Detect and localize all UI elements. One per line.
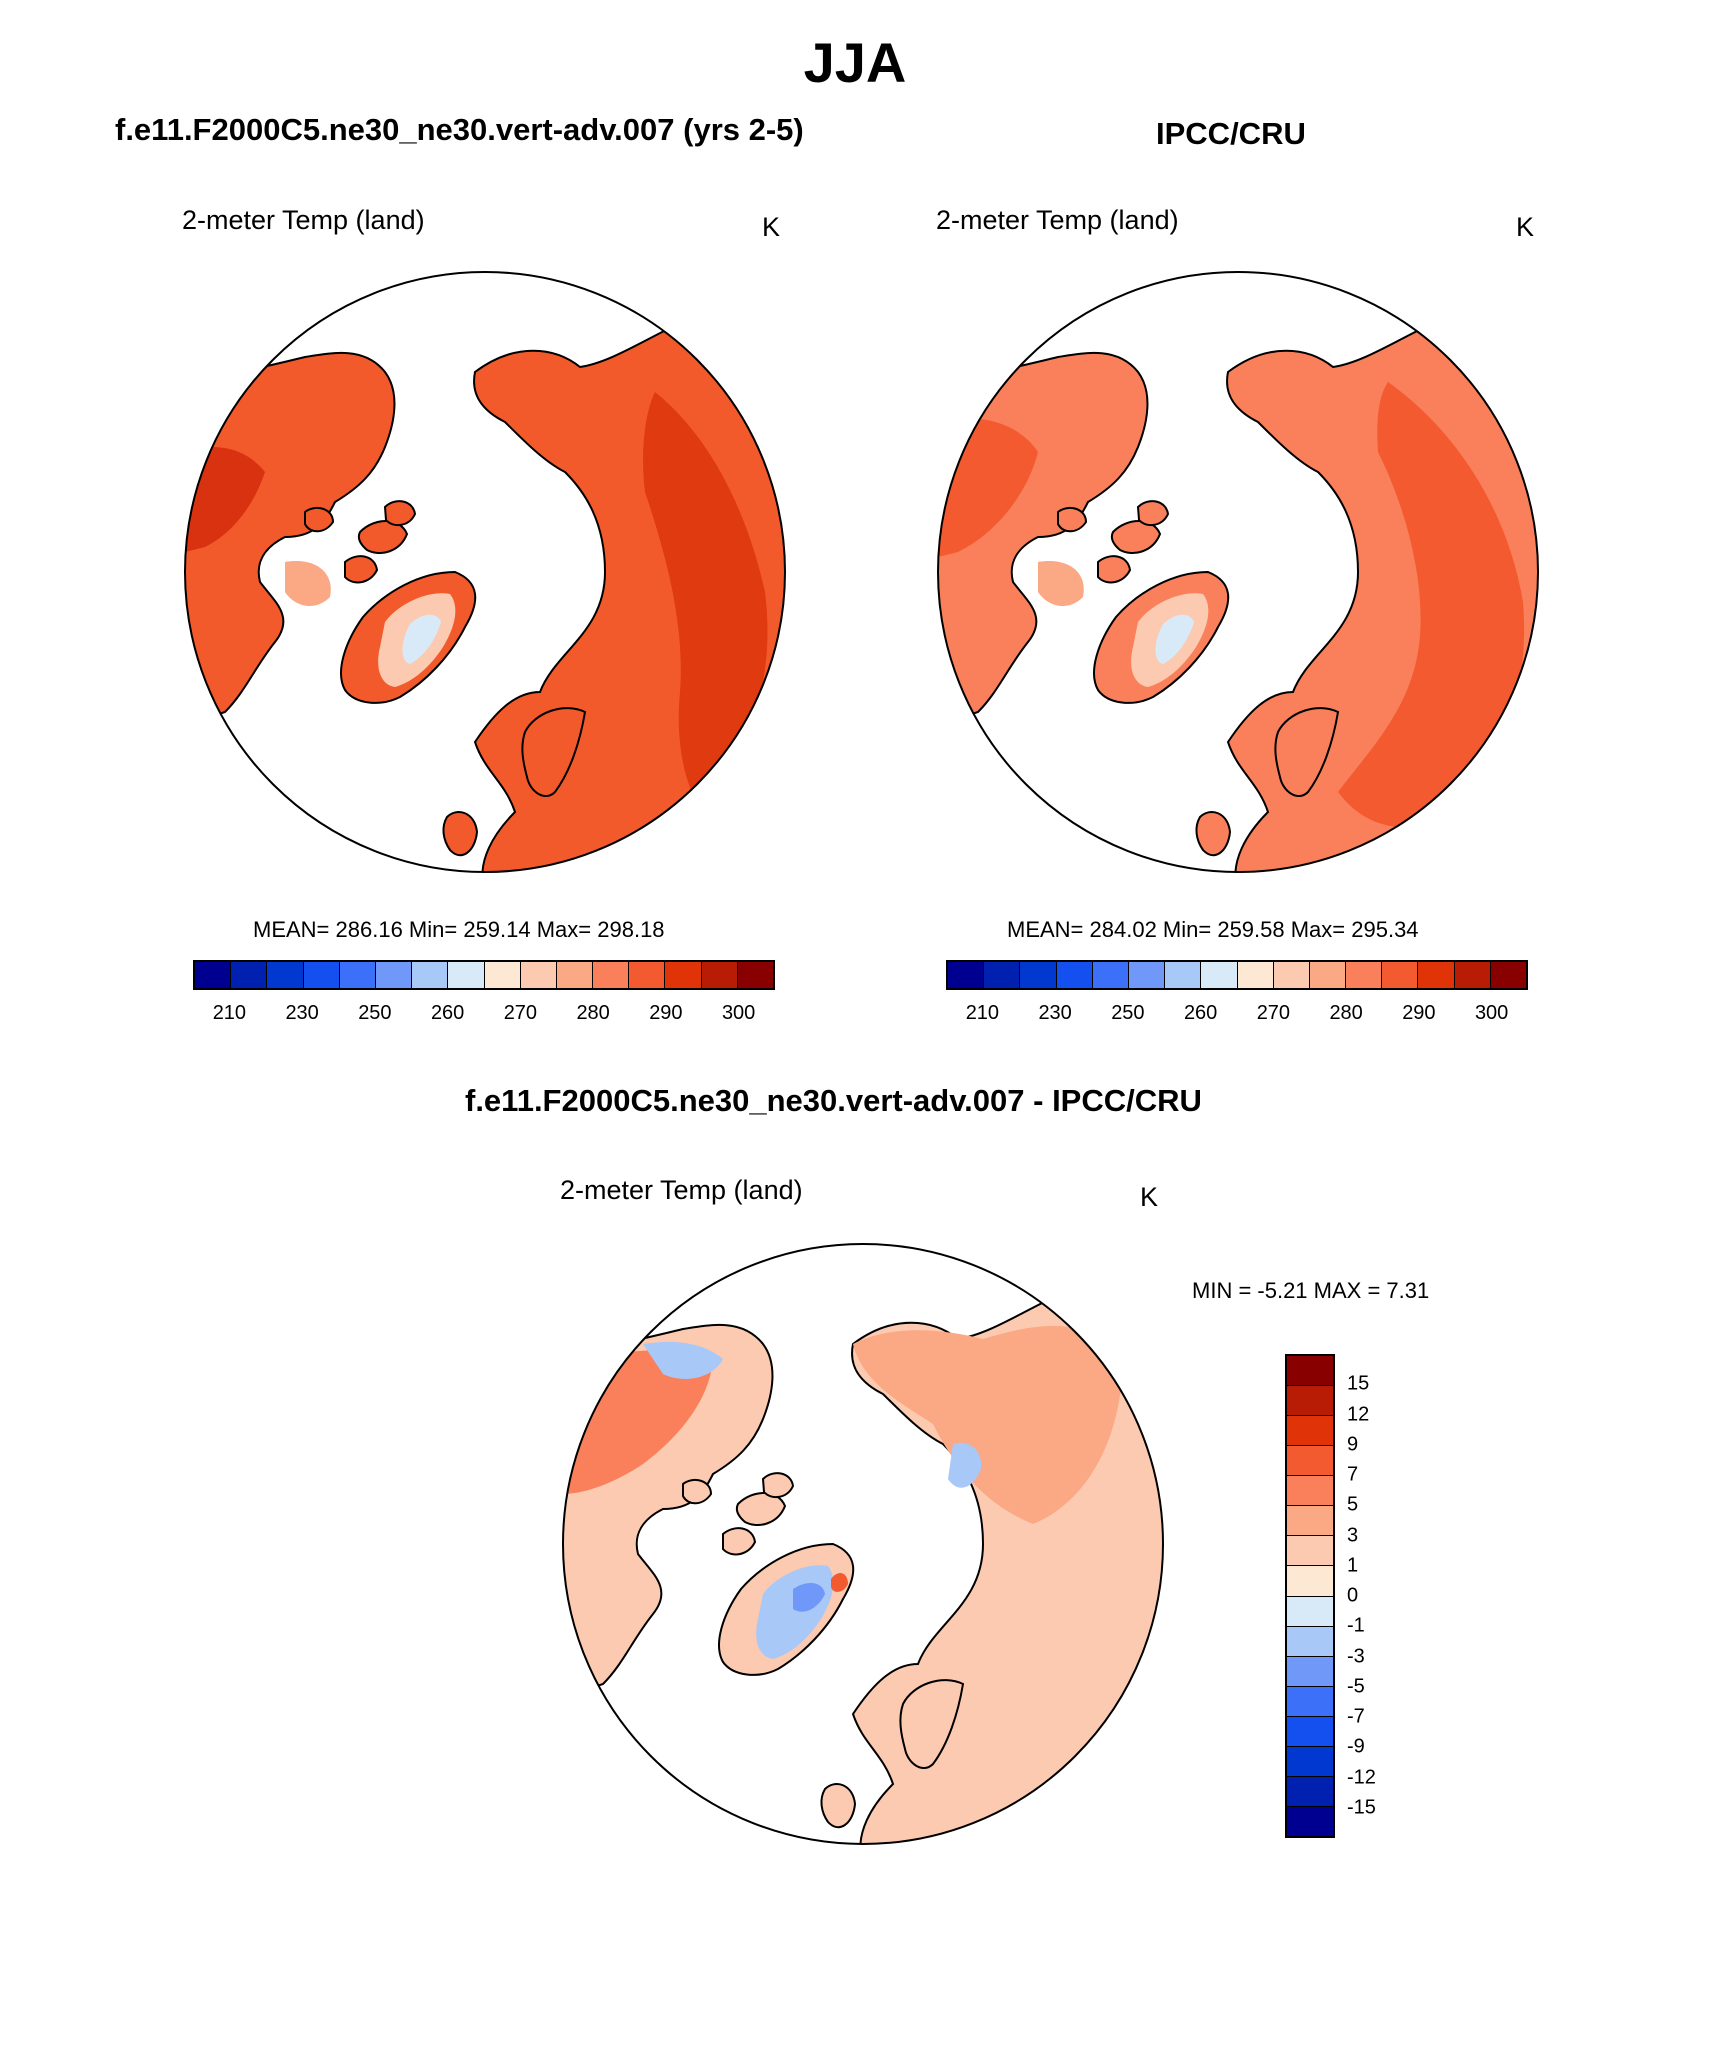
- diff-colorbar: [1285, 1354, 1335, 1838]
- colorbar-tick-label: 9: [1347, 1433, 1359, 1456]
- colorbar-swatch: [375, 962, 413, 988]
- colorbar-tick-label: 260: [430, 1002, 465, 1024]
- colorbar-tick-label: 260: [1183, 1002, 1218, 1024]
- colorbar-swatch: [1056, 962, 1093, 988]
- colorbar-swatch: [1237, 962, 1274, 988]
- colorbar-swatch: [1382, 962, 1419, 988]
- colorbar-swatch: [1287, 1536, 1333, 1567]
- colorbar-swatch: [1287, 1506, 1333, 1537]
- colorbar-swatch: [1287, 1596, 1333, 1627]
- colorbar-swatch: [948, 962, 985, 988]
- colorbar-swatch: [1201, 962, 1238, 988]
- colorbar-swatch: [984, 962, 1021, 988]
- colorbar-tick-label: 250: [358, 1002, 392, 1024]
- colorbar-swatch: [195, 962, 232, 988]
- colorbar-swatch: [1287, 1686, 1333, 1717]
- colorbar-tick-label: -9: [1347, 1735, 1365, 1758]
- model-units-label: K: [762, 212, 781, 242]
- colorbar-swatch: [629, 962, 666, 988]
- obs-units-label: K: [1516, 212, 1535, 242]
- colorbar-swatch: [1273, 962, 1310, 988]
- diff-variable-label: 2-meter Temp (land): [560, 1175, 803, 1205]
- colorbar-swatch: [1287, 1386, 1333, 1417]
- model-variable-label: 2-meter Temp (land): [182, 205, 425, 235]
- colorbar-tick-label: 15: [1347, 1372, 1370, 1395]
- obs-variable-label: 2-meter Temp (land): [936, 205, 1179, 235]
- colorbar-swatch: [737, 962, 773, 988]
- colorbar-tick-label: 1: [1347, 1554, 1359, 1577]
- colorbar-tick-label: 280: [576, 1002, 610, 1024]
- obs-colorbar: [946, 960, 1528, 990]
- colorbar-swatch: [1287, 1476, 1333, 1507]
- colorbar-swatch: [1418, 962, 1455, 988]
- colorbar-tick-label: -5: [1347, 1675, 1365, 1698]
- colorbar-swatch: [1287, 1446, 1333, 1477]
- colorbar-tick-label: 270: [1256, 1002, 1291, 1024]
- colorbar-tick-label: -3: [1347, 1645, 1365, 1667]
- colorbar-swatch: [593, 962, 630, 988]
- colorbar-swatch: [1287, 1656, 1333, 1687]
- colorbar-tick-label: 210: [965, 1002, 1000, 1024]
- colorbar-swatch: [520, 962, 557, 988]
- colorbar-swatch: [1454, 962, 1491, 988]
- obs-stats: MEAN= 284.02 Min= 259.58 Max= 295.34: [1007, 917, 1419, 942]
- colorbar-tick-label: 0: [1347, 1584, 1359, 1607]
- colorbar-swatch: [1020, 962, 1057, 988]
- colorbar-tick-label: -12: [1347, 1766, 1376, 1788]
- colorbar-swatch: [339, 962, 376, 988]
- colorbar-swatch: [556, 962, 594, 988]
- colorbar-swatch: [701, 962, 738, 988]
- colorbar-tick-label: -15: [1347, 1796, 1376, 1819]
- colorbar-swatch: [1287, 1716, 1333, 1747]
- colorbar-swatch: [231, 962, 268, 988]
- colorbar-tick-label: 210: [212, 1002, 247, 1024]
- obs-panel-title: IPCC/CRU: [1156, 116, 1306, 151]
- colorbar-swatch: [1490, 962, 1526, 988]
- colorbar-tick-label: -1: [1347, 1614, 1365, 1637]
- colorbar-swatch: [665, 962, 702, 988]
- colorbar-tick-label: -7: [1347, 1705, 1365, 1728]
- colorbar-swatch: [1092, 962, 1129, 988]
- model-stats: MEAN= 286.16 Min= 259.14 Max= 298.18: [253, 917, 665, 942]
- colorbar-swatch: [303, 962, 340, 988]
- colorbar-swatch: [484, 962, 521, 988]
- colorbar-tick-label: 270: [503, 1002, 538, 1024]
- colorbar-tick-label: 290: [1402, 1002, 1436, 1024]
- model-polar-map: [184, 271, 786, 873]
- colorbar-swatch: [1287, 1746, 1333, 1777]
- colorbar-tick-label: 3: [1347, 1524, 1359, 1546]
- colorbar-tick-label: 300: [1474, 1002, 1509, 1024]
- colorbar-swatch: [1287, 1626, 1333, 1657]
- colorbar-tick-label: 300: [721, 1002, 756, 1024]
- model-panel-title: f.e11.F2000C5.ne30_ne30.vert-adv.007 (yr…: [115, 112, 804, 147]
- colorbar-swatch: [1309, 962, 1347, 988]
- colorbar-tick-label: 12: [1347, 1403, 1370, 1425]
- colorbar-swatch: [1287, 1356, 1333, 1387]
- colorbar-swatch: [1128, 962, 1166, 988]
- diff-polar-map: [562, 1243, 1164, 1845]
- colorbar-tick-label: 290: [649, 1002, 683, 1024]
- colorbar-swatch: [1287, 1776, 1333, 1807]
- colorbar-tick-label: 7: [1347, 1463, 1359, 1486]
- diff-units-label: K: [1140, 1182, 1159, 1212]
- colorbar-tick-label: 230: [1038, 1002, 1072, 1024]
- colorbar-swatch: [1165, 962, 1202, 988]
- colorbar-swatch: [1287, 1566, 1333, 1597]
- diff-panel-title: f.e11.F2000C5.ne30_ne30.vert-adv.007 - I…: [465, 1083, 1202, 1118]
- colorbar-tick-label: 250: [1111, 1002, 1145, 1024]
- colorbar-swatch: [267, 962, 304, 988]
- colorbar-swatch: [1287, 1416, 1333, 1447]
- colorbar-tick-label: 280: [1329, 1002, 1363, 1024]
- colorbar-swatch: [412, 962, 449, 988]
- model-colorbar: [193, 960, 775, 990]
- colorbar-swatch: [1287, 1806, 1333, 1836]
- colorbar-swatch: [1346, 962, 1383, 988]
- colorbar-tick-label: 5: [1347, 1493, 1359, 1516]
- diff-stats: MIN = -5.21 MAX = 7.31: [1192, 1278, 1430, 1303]
- colorbar-tick-label: 230: [285, 1002, 319, 1024]
- obs-polar-map: [937, 271, 1539, 873]
- main-title: JJA: [803, 31, 907, 94]
- colorbar-swatch: [448, 962, 485, 988]
